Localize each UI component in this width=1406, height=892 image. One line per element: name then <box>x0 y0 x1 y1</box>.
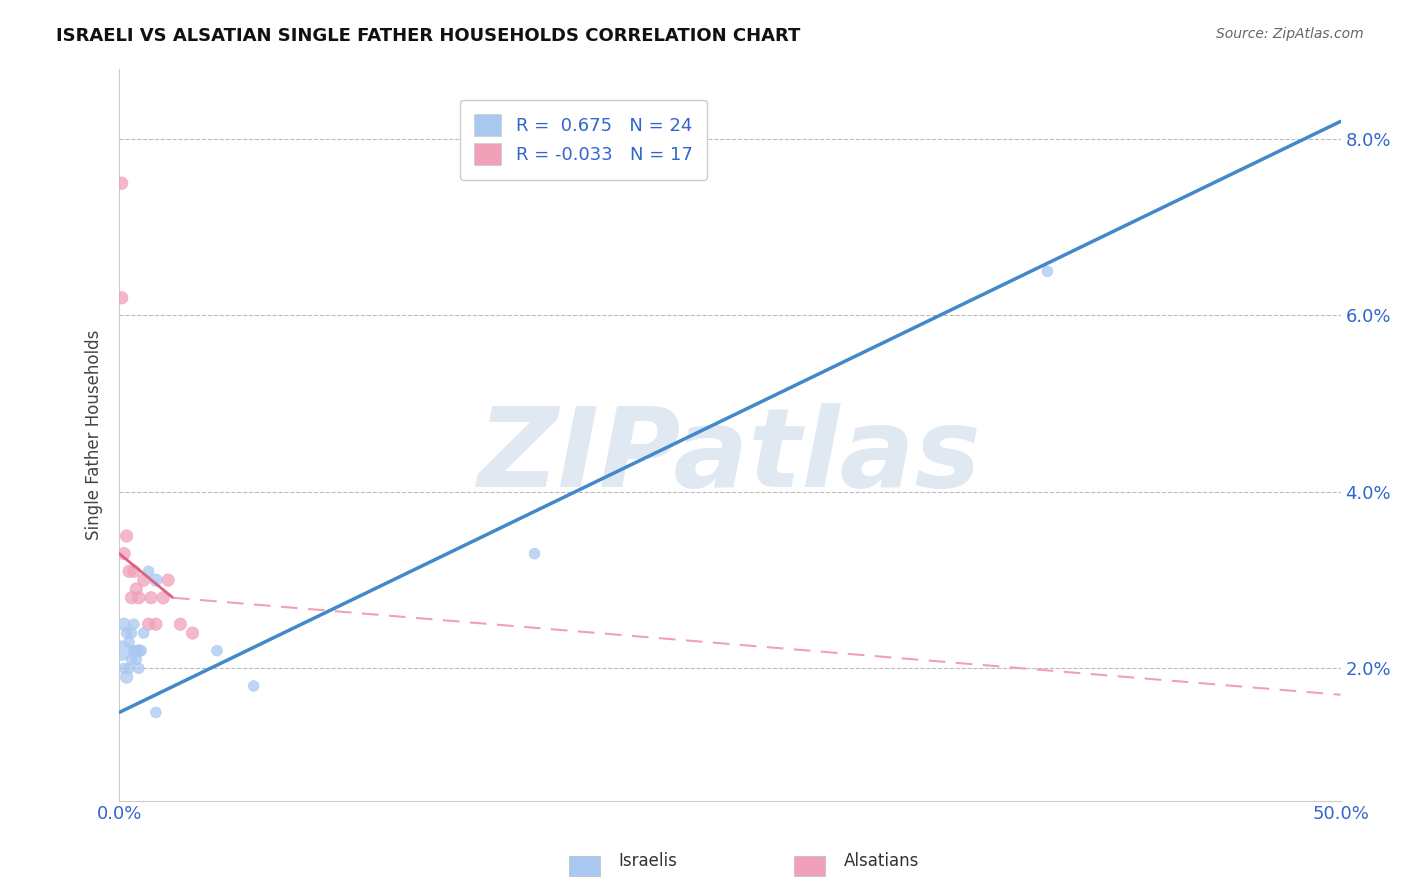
Text: Israelis: Israelis <box>619 852 678 870</box>
Text: Source: ZipAtlas.com: Source: ZipAtlas.com <box>1216 27 1364 41</box>
Point <box>121 652 143 666</box>
Point <box>115 626 138 640</box>
Point <box>145 573 167 587</box>
Point <box>112 617 135 632</box>
Point <box>205 643 228 657</box>
Point <box>242 679 264 693</box>
Point <box>115 529 138 543</box>
Point <box>138 617 160 632</box>
Point <box>121 591 143 605</box>
Point <box>152 591 174 605</box>
Point <box>118 661 141 675</box>
Point <box>122 617 145 632</box>
Point <box>181 626 204 640</box>
Point <box>111 291 134 305</box>
Point <box>112 547 135 561</box>
Y-axis label: Single Father Households: Single Father Households <box>86 329 103 540</box>
Point <box>125 652 148 666</box>
Point <box>111 643 134 657</box>
Legend: R =  0.675   N = 24, R = -0.033   N = 17: R = 0.675 N = 24, R = -0.033 N = 17 <box>460 100 707 179</box>
Point <box>169 617 191 632</box>
Point <box>122 564 145 578</box>
Point <box>115 670 138 684</box>
Text: Alsatians: Alsatians <box>844 852 920 870</box>
Point <box>523 547 546 561</box>
Point <box>112 661 135 675</box>
Point <box>145 706 167 720</box>
Point <box>132 573 155 587</box>
Point <box>118 635 141 649</box>
Point <box>1036 264 1059 278</box>
Point <box>139 591 162 605</box>
Point <box>138 564 160 578</box>
Point <box>145 617 167 632</box>
Point <box>125 582 148 596</box>
Point <box>118 564 141 578</box>
Point <box>128 643 150 657</box>
Point <box>125 643 148 657</box>
Point <box>157 573 180 587</box>
Text: ZIPatlas: ZIPatlas <box>478 403 981 510</box>
Point <box>129 643 152 657</box>
Point <box>122 643 145 657</box>
Point <box>121 626 143 640</box>
Point <box>128 661 150 675</box>
Text: ISRAELI VS ALSATIAN SINGLE FATHER HOUSEHOLDS CORRELATION CHART: ISRAELI VS ALSATIAN SINGLE FATHER HOUSEH… <box>56 27 800 45</box>
Point <box>132 626 155 640</box>
Point <box>128 591 150 605</box>
Point <box>111 176 134 190</box>
